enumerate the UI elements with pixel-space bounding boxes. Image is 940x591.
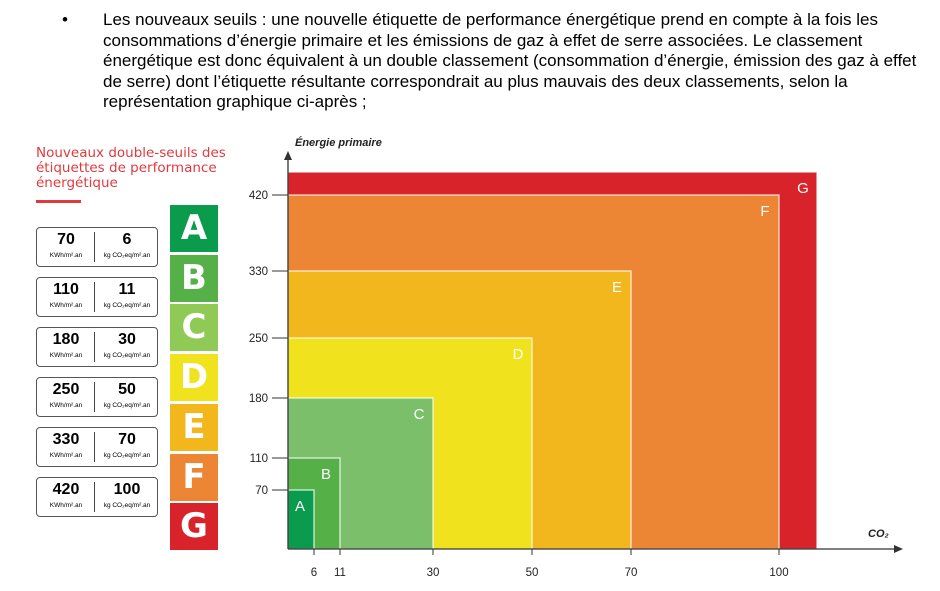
zone-label-c: C <box>414 406 425 423</box>
energy-unit: KWh/m².an <box>49 502 83 509</box>
threshold-label: 250 50 KWh/m².an kg CO₂eq/m².an <box>36 377 158 417</box>
class-block-a: A <box>170 205 218 252</box>
y-axis-arrow <box>284 151 292 160</box>
energy-threshold: 330 <box>52 431 80 448</box>
zone-a <box>287 489 315 550</box>
y-tick-label: 420 <box>249 190 268 202</box>
energy-threshold: 420 <box>52 481 80 498</box>
threshold-label: 330 70 KWh/m².an kg CO₂eq/m².an <box>36 427 158 467</box>
threshold-separator <box>94 232 95 262</box>
threshold-label: 420 100 KWh/m².an kg CO₂eq/m².an <box>36 477 158 517</box>
co2-unit: kg CO₂eq/m².an <box>103 452 151 459</box>
y-tick-label: 330 <box>249 266 268 278</box>
threshold-label: 70 6 KWh/m².an kg CO₂eq/m².an <box>36 227 158 267</box>
zone-label-d: D <box>513 346 524 363</box>
co2-threshold: 100 <box>113 481 141 498</box>
y-tick-label: 110 <box>250 453 268 465</box>
bullet-mark: • <box>62 10 68 29</box>
class-block-g: G <box>170 503 218 551</box>
class-block-b: B <box>170 254 218 302</box>
energy-unit: KWh/m².an <box>49 302 83 309</box>
y-tick-label: 70 <box>255 485 268 497</box>
y-tick-label: 250 <box>249 333 268 345</box>
zone-label-a: A <box>295 498 305 515</box>
x-tick-label: 50 <box>526 567 539 579</box>
x-tick-label: 11 <box>334 567 346 579</box>
energy-unit: KWh/m².an <box>49 252 83 259</box>
legend-title-underline <box>36 200 81 203</box>
threshold-separator <box>94 482 95 512</box>
class-block-c: C <box>170 304 218 352</box>
zone-label-e: E <box>612 279 622 296</box>
class-block-f: F <box>170 453 218 501</box>
energy-threshold: 250 <box>52 381 80 398</box>
threshold-separator <box>94 432 95 462</box>
co2-threshold: 6 <box>122 231 132 248</box>
zone-label-g: G <box>797 180 809 197</box>
class-block-d: D <box>170 354 218 402</box>
intro-paragraph: Les nouveaux seuils : une nouvelle étiqu… <box>103 10 917 111</box>
energy-threshold: 110 <box>53 281 79 298</box>
co2-unit: kg CO₂eq/m².an <box>103 252 151 259</box>
co2-threshold: 11 <box>118 281 136 298</box>
co2-threshold: 50 <box>118 381 136 398</box>
zone-label-b: B <box>321 466 331 483</box>
co2-threshold: 70 <box>118 431 136 448</box>
co2-unit: kg CO₂eq/m².an <box>103 402 151 409</box>
y-tick-label: 180 <box>249 393 268 405</box>
class-block-e: E <box>170 403 218 451</box>
energy-unit: KWh/m².an <box>49 402 83 409</box>
threshold-separator <box>94 332 95 362</box>
y-axis-label: Énergie primaire <box>295 136 382 149</box>
energy-unit: KWh/m².an <box>49 352 83 359</box>
threshold-label: 110 11 KWh/m².an kg CO₂eq/m².an <box>36 277 158 317</box>
co2-unit: kg CO₂eq/m².an <box>103 302 151 309</box>
x-axis-label: CO₂ <box>868 528 889 540</box>
legend-title: Nouveaux double-seuils des étiquettes de… <box>36 145 226 191</box>
threshold-separator <box>94 282 95 312</box>
x-axis-arrow <box>894 545 903 553</box>
x-tick-label: 6 <box>311 567 317 579</box>
zone-label-f: F <box>760 203 769 220</box>
x-tick-label: 100 <box>769 567 788 579</box>
energy-threshold: 180 <box>52 331 80 348</box>
energy-unit: KWh/m².an <box>49 452 83 459</box>
threshold-label: 180 30 KWh/m².an kg CO₂eq/m².an <box>36 327 158 367</box>
x-tick-label: 30 <box>427 567 440 579</box>
co2-unit: kg CO₂eq/m².an <box>103 502 151 509</box>
co2-unit: kg CO₂eq/m².an <box>103 352 151 359</box>
co2-threshold: 30 <box>118 331 136 348</box>
threshold-separator <box>94 382 95 412</box>
x-tick-label: 70 <box>625 567 638 579</box>
energy-threshold: 70 <box>57 231 75 248</box>
